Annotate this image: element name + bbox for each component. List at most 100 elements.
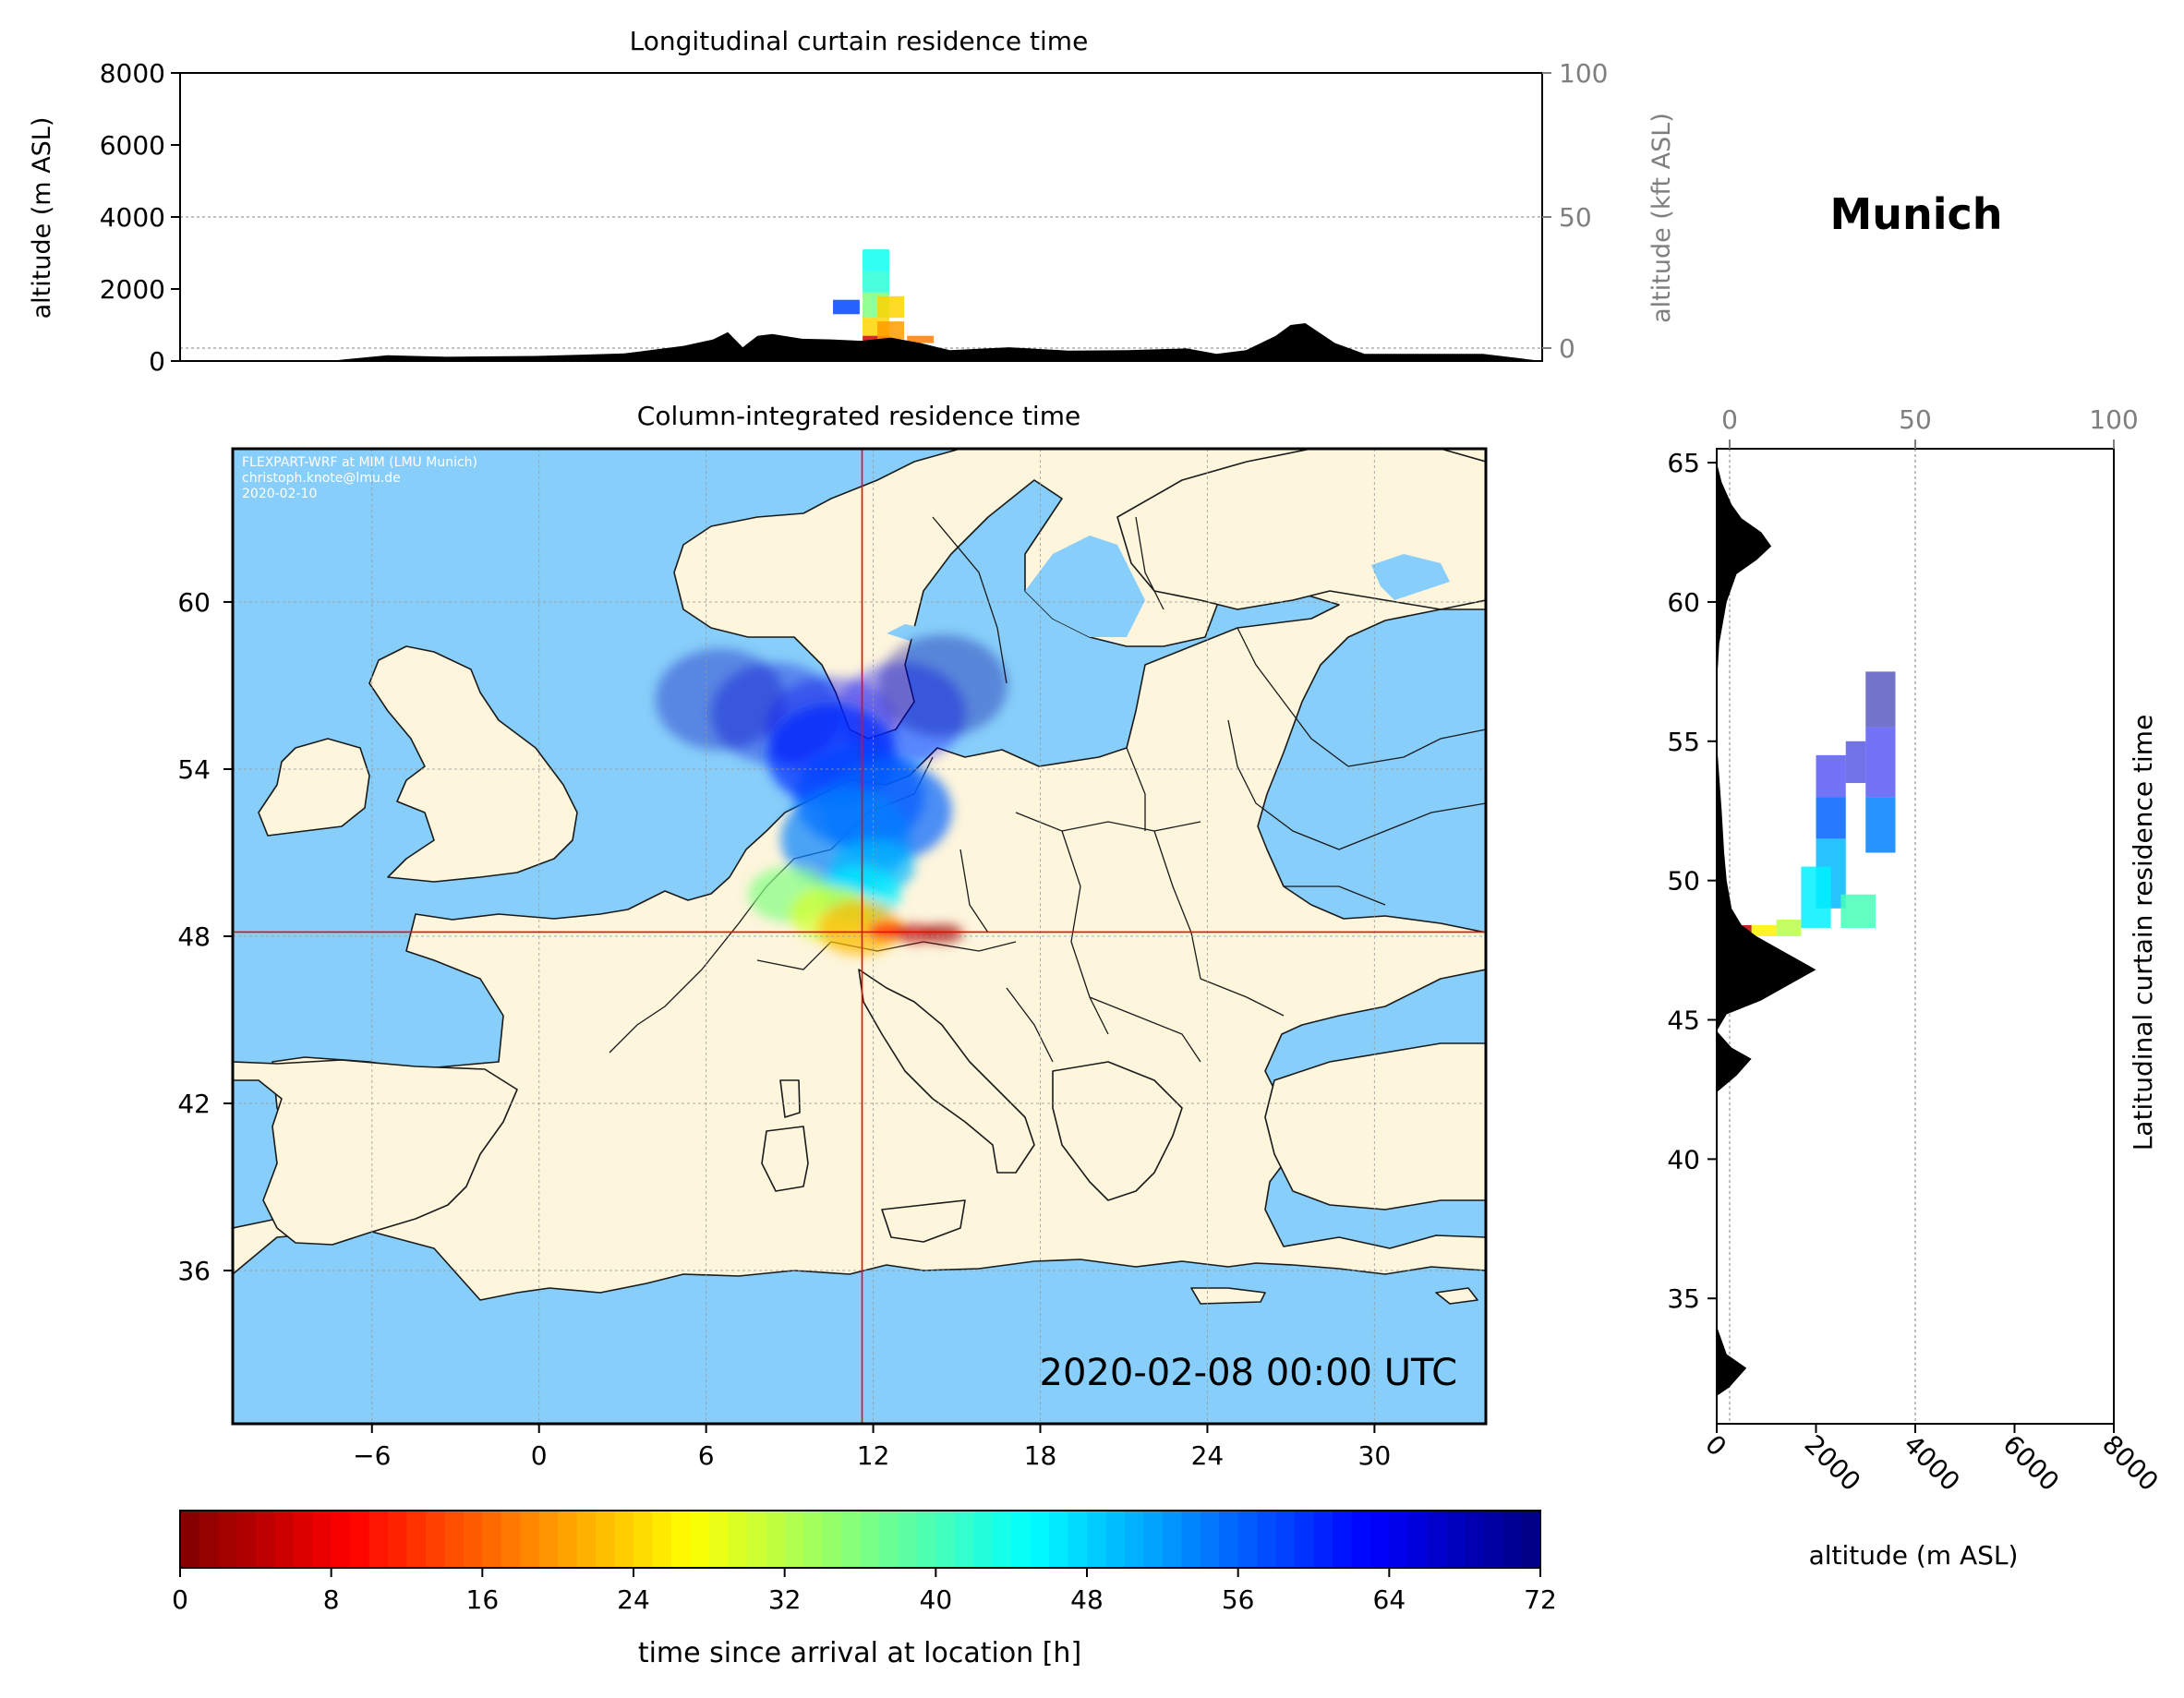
colorbar-segment-53 [1181,1511,1201,1568]
border-15 [609,969,703,1054]
border-12 [1006,987,1054,1063]
colorbar-segment-58 [1275,1511,1296,1568]
border-9 [1126,747,1146,831]
land-iberia [233,1059,518,1246]
border-13 [1089,996,1201,1063]
latitudinal-plume-cell-3 [1845,741,1866,784]
longitudinal-kft-tick-label-2: 100 [1559,58,1608,89]
column-map-panel: Column-integrated residence time [177,401,1488,1471]
colorbar-segment-69 [1483,1511,1503,1568]
map-xtick-label-6: 30 [1358,1440,1392,1471]
colorbar-segment-65 [1407,1511,1428,1568]
land-great-britain [368,645,578,883]
land-ireland [258,738,370,837]
colorbar-segment-64 [1389,1511,1409,1568]
colorbar-frame [179,1510,1541,1569]
longitudinal-ytick-label-4: 8000 [100,58,165,89]
colorbar-segment-46 [1049,1511,1069,1568]
colorbar-segment-24 [633,1511,654,1568]
colorbar-segment-62 [1351,1511,1371,1568]
colorbar-segment-55 [1219,1511,1239,1568]
longitudinal-plume-cell-6 [877,321,904,340]
colorbar-segment-13 [425,1511,446,1568]
colorbar-segment-40 [935,1511,956,1568]
land-balkans [1052,1061,1183,1201]
colorbar-segment-70 [1502,1511,1523,1568]
colorbar-segment-26 [670,1511,691,1568]
longitudinal-ytick-label-3: 6000 [100,130,165,161]
longitudinal-ylabel: altitude (m ASL) [28,117,56,319]
longitudinal-terrain [180,323,1542,361]
border-4 [959,849,989,933]
colorbar-segment-44 [1011,1511,1032,1568]
colorbar-segment-52 [1162,1511,1182,1568]
map-xtick-label-3: 12 [857,1440,890,1471]
colorbar-segment-42 [973,1511,994,1568]
border-18 [1237,627,1349,767]
latitudinal-xtick-label-1: 2000 [1799,1429,1867,1498]
longitudinal-gridlines [180,72,1542,349]
colorbar-segment-50 [1124,1511,1144,1568]
colorbar-segment-3 [236,1511,257,1568]
colorbar-label: time since arrival at location [h] [638,1637,1081,1669]
border-5 [1015,812,1201,832]
map-plume [655,634,1008,956]
map-ytick-label-1: 42 [177,1089,211,1119]
colorbar-segment-71 [1521,1511,1541,1568]
map-y-ticks: 36 42 48 54 60 [177,587,233,1286]
latitudinal-plume-cell-8 [1801,866,1831,928]
longitudinal-plume-cell-1 [863,271,889,293]
latitudinal-xtick-label-3: 6000 [1997,1429,2066,1498]
timestamp-annotation: 2020-02-08 00:00 UTC [1040,1352,1457,1394]
map-plume-cell-15 [894,923,935,943]
longitudinal-plume [833,249,935,347]
colorbar-tick-label-9: 72 [1524,1584,1557,1615]
longitudinal-curtain-panel: Longitudinal curtain residence time 0 200… [28,26,1676,377]
longitudinal-y-ticks: 0 2000 4000 6000 8000 [100,58,180,377]
latitudinal-terrain [1717,449,1816,1424]
latitudinal-xtick-label-0: 0 [1699,1429,1732,1463]
latitudinal-plume-cell-4 [1816,754,1846,798]
colorbar-segment-12 [406,1511,427,1568]
colorbar-tick-label-7: 56 [1222,1584,1255,1615]
colorbar-tick-label-8: 64 [1373,1584,1406,1615]
land-corsica [779,1079,801,1118]
credit-line-1: FLEXPART-WRF at MIM (LMU Munich) [242,455,477,470]
colorbar-segment-29 [728,1511,748,1568]
longitudinal-kft-ticks: 0 50 100 [1542,58,1608,364]
map-x-ticks: −6 0 6 12 18 24 30 [353,1424,1391,1471]
colorbar-segment-16 [482,1511,502,1568]
border-6 [1153,830,1201,980]
latitudinal-ytick-label-1: 40 [1667,1144,1700,1174]
border-17 [1135,516,1164,610]
colorbar-segment-27 [690,1511,710,1568]
colorbar-segment-37 [878,1511,899,1568]
colorbar-segment-54 [1200,1511,1220,1568]
location-crosshair [233,449,1486,1424]
latitudinal-plume-cell-0 [1865,671,1896,728]
latitudinal-plume-cell-2 [1865,797,1896,853]
land-sicily [881,1199,966,1243]
colorbar-segment-60 [1313,1511,1333,1568]
colorbar-tick-label-5: 40 [920,1584,953,1615]
latitudinal-ytick-label-0: 35 [1667,1283,1700,1314]
border-16 [932,516,1008,684]
latitudinal-ytick-label-2: 45 [1667,1006,1700,1036]
colorbar-segment-5 [274,1511,295,1568]
colorbar-segment-20 [558,1511,578,1568]
latitudinal-xtick-label-2: 4000 [1898,1429,1966,1498]
land-italy [858,969,1035,1174]
colorbar-segment-9 [350,1511,370,1568]
colorbar-segment-57 [1257,1511,1277,1568]
longitudinal-title: Longitudinal curtain residence time [630,26,1089,56]
latitudinal-kft-tick-label-0: 0 [1721,404,1738,435]
map-xtick-label-5: 24 [1191,1440,1225,1471]
map-xtick-label-1: 0 [531,1440,548,1471]
colorbar-segment-1 [199,1511,219,1568]
latitudinal-ytick-label-4: 55 [1667,727,1700,757]
map-xtick-label-2: 6 [698,1440,715,1471]
colorbar-segment-66 [1427,1511,1447,1568]
border-8 [1200,978,1285,1017]
longitudinal-kft-tick-label-1: 50 [1559,202,1592,233]
